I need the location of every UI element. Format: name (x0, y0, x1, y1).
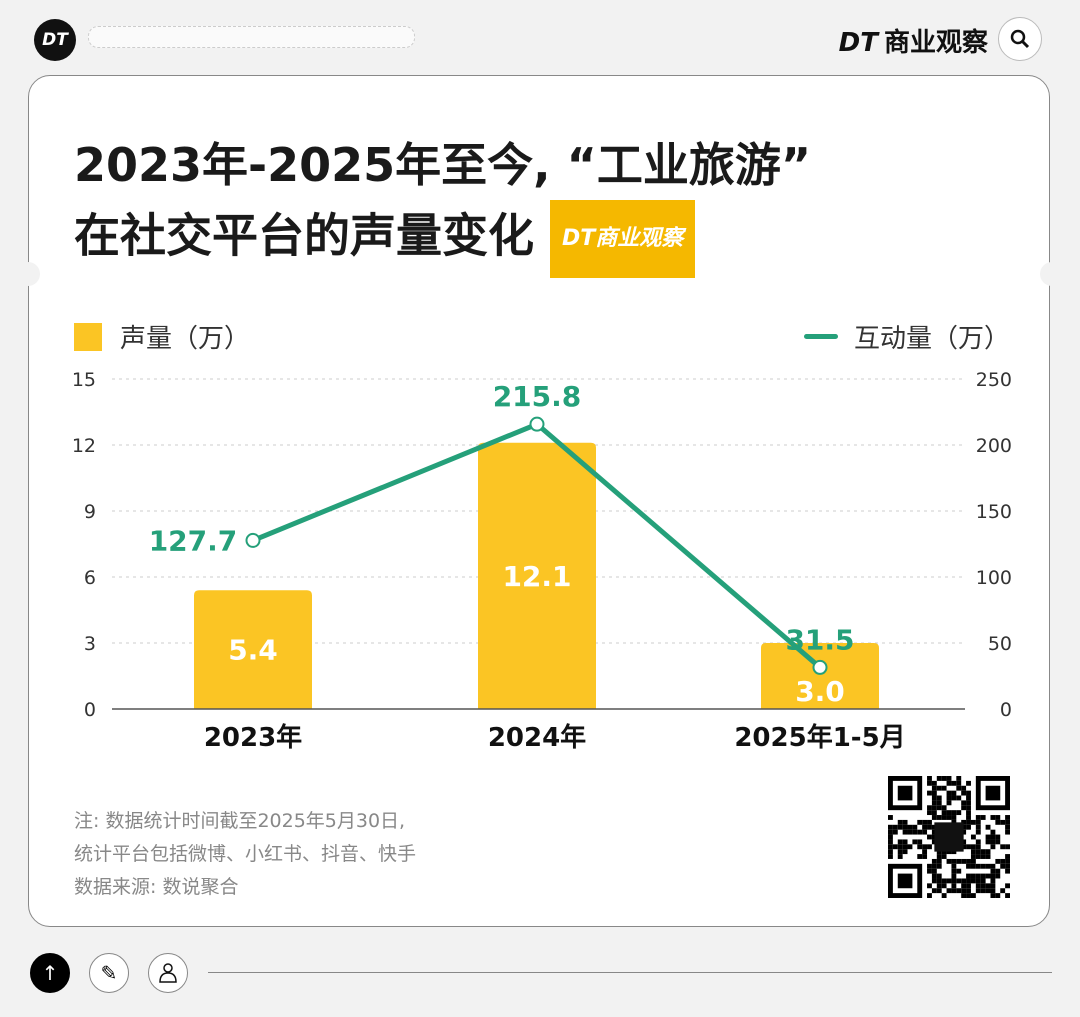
bar (478, 442, 596, 709)
line-value-label: 127.7 (149, 524, 238, 557)
left-tick-label: 12 (72, 435, 96, 457)
search-bar[interactable] (88, 26, 415, 48)
right-tick-label: 150 (976, 501, 1012, 523)
left-tick-label: 3 (84, 633, 96, 655)
line-value-label: 215.8 (493, 380, 582, 413)
x-tick-label: 2023年 (204, 722, 302, 753)
bar-value-label: 12.1 (502, 560, 571, 593)
title-line2: 在社交平台的声量变化 (74, 208, 534, 263)
pencil-icon: ✎ (100, 961, 118, 985)
note-line1: 注: 数据统计时间截至2025年5月30日, (74, 810, 406, 832)
chart-title: 2023年-2025年至今, “工业旅游” 在社交平台的声量变化 DT商业观察 (74, 130, 811, 278)
arrow-up-icon: ↑ (41, 961, 59, 985)
card-notch-left (16, 262, 40, 286)
note-source: 数据来源: 数说聚合 (74, 876, 239, 898)
title-line1: 2023年-2025年至今, “工业旅游” (74, 138, 812, 192)
legend-bar: 声量（万） (74, 318, 250, 355)
right-tick-label: 250 (976, 369, 1012, 391)
notes: 注: 数据统计时间截至2025年5月30日, 统计平台包括微博、小红书、抖音、快… (74, 805, 416, 904)
left-tick-label: 15 (72, 369, 96, 391)
title-badge: DT商业观察 (550, 200, 696, 278)
right-tick-label: 0 (1000, 699, 1012, 721)
x-tick-label: 2025年1-5月 (734, 722, 905, 753)
divider (208, 972, 1052, 973)
search-icon (1010, 29, 1030, 49)
brand-name: 商业观察 (883, 28, 988, 58)
line-point (245, 532, 261, 548)
user-icon (159, 963, 177, 983)
brand-mark: DT (838, 28, 878, 58)
bar-value-label: 3.0 (795, 675, 845, 708)
card-notch-right (1040, 262, 1064, 286)
brand: DT 商业观察 (839, 22, 988, 59)
line-point (812, 659, 828, 675)
legend-line: 互动量（万） (803, 318, 1010, 355)
profile-button[interactable] (148, 953, 188, 993)
legend-bar-label: 声量（万） (120, 324, 251, 354)
dt-logo[interactable]: DT (34, 19, 76, 61)
x-tick-label: 2024年 (488, 722, 586, 753)
legend-line-swatch (803, 334, 838, 339)
line-point (529, 416, 545, 432)
search-button[interactable] (998, 17, 1042, 61)
left-tick-label: 6 (84, 567, 96, 589)
qr-code[interactable] (888, 776, 1010, 898)
legend-bar-swatch (74, 322, 102, 351)
bar (194, 590, 312, 709)
line-value-label: 31.5 (785, 623, 854, 656)
right-tick-label: 200 (976, 435, 1012, 457)
scroll-top-button[interactable]: ↑ (30, 953, 70, 993)
edit-button[interactable]: ✎ (89, 953, 129, 993)
right-tick-label: 100 (976, 567, 1012, 589)
bar-value-label: 5.4 (228, 634, 278, 667)
left-tick-label: 9 (84, 501, 96, 523)
legend-line-label: 互动量（万） (853, 324, 1010, 354)
left-tick-label: 0 (84, 699, 96, 721)
note-line2: 统计平台包括微博、小红书、抖音、快手 (74, 843, 417, 865)
right-tick-label: 50 (988, 633, 1012, 655)
bar (761, 643, 879, 709)
